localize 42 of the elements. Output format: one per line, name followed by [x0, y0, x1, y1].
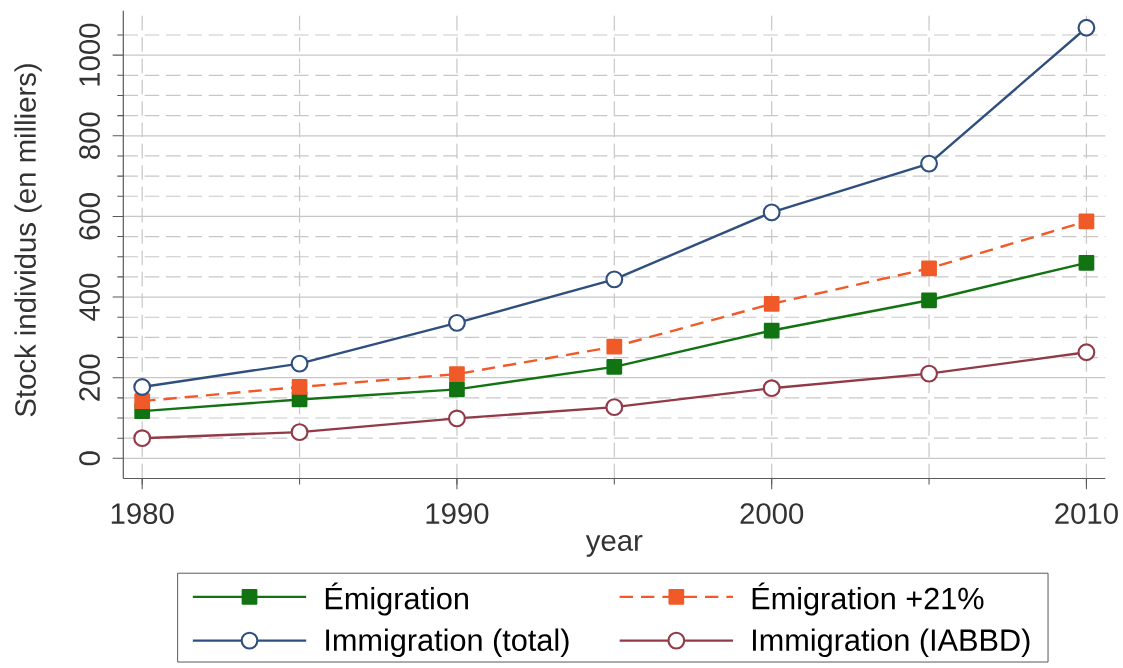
point: [762, 379, 781, 398]
point: [606, 358, 623, 375]
y-tick-label: 200: [79, 354, 100, 401]
point: [448, 313, 466, 332]
x-tick-label: 2000: [740, 503, 804, 524]
legend-label: Émigration: [325, 582, 468, 616]
point: [291, 379, 308, 395]
point: [763, 322, 780, 339]
y-axis-title: Stock individus (en milliers): [14, 64, 42, 417]
point: [1077, 343, 1096, 362]
y-tick-label: 1000: [79, 23, 100, 86]
x-axis-title: year: [585, 534, 643, 557]
point: [134, 393, 151, 409]
y-tick-label: 0: [79, 451, 100, 466]
point: [449, 366, 465, 382]
point: [1077, 18, 1096, 37]
point: [921, 260, 937, 277]
point: [763, 296, 780, 312]
point: [920, 154, 938, 173]
point: [448, 409, 466, 428]
point: [1078, 254, 1095, 271]
point: [762, 203, 781, 222]
point: [1078, 213, 1095, 230]
legend-label: Immigration (total): [326, 628, 569, 658]
point: [133, 378, 152, 396]
point: [921, 292, 937, 309]
y-tick-label: 400: [79, 273, 100, 321]
y-tick-label: 800: [79, 112, 100, 159]
x-tick-label: 2010: [1055, 503, 1118, 524]
legend-label: Immigration (IABBD): [753, 628, 1030, 658]
point: [290, 354, 309, 373]
point: [605, 398, 624, 417]
x-tick-label: 1990: [426, 503, 489, 524]
point: [133, 429, 152, 448]
point: [290, 423, 309, 442]
y-tick-label: 600: [79, 193, 100, 240]
point: [606, 338, 623, 355]
point: [605, 270, 624, 289]
x-tick-label: 1980: [111, 503, 174, 524]
legend-label: Émigration +21%: [752, 582, 984, 616]
point: [920, 364, 938, 383]
point: [449, 381, 465, 398]
